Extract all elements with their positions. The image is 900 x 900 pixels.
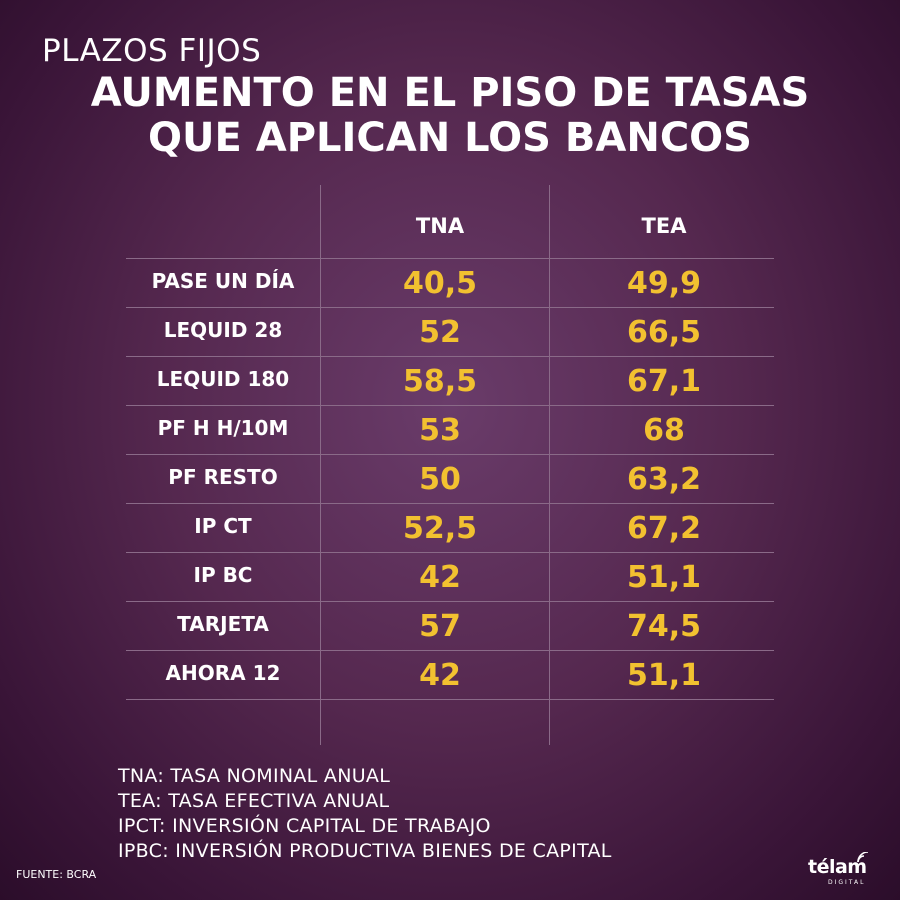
tea-value: 68 (643, 413, 685, 448)
row-separator (126, 405, 774, 406)
tna-value: 42 (419, 658, 461, 693)
row-label: AHORA 12 (165, 661, 281, 685)
column-header-tna: TNA (415, 214, 465, 238)
tna-value: 42 (419, 560, 461, 595)
row-label: PF H H/10M (157, 416, 289, 440)
logo-subtitle: DIGITAL (828, 879, 866, 886)
tna-value: 40,5 (402, 266, 478, 301)
column-divider-1 (320, 185, 321, 745)
tea-value: 49,9 (626, 266, 702, 301)
tna-value: 52,5 (402, 511, 478, 546)
tna-value: 58,5 (402, 364, 478, 399)
signal-icon (857, 852, 869, 863)
legend-ipct: IPCT: INVERSIÓN CAPITAL DE TRABAJO (118, 815, 491, 837)
row-label: IP CT (194, 514, 252, 538)
tea-value: 67,2 (626, 511, 702, 546)
tea-value: 74,5 (626, 609, 702, 644)
tea-value: 63,2 (626, 462, 702, 497)
tea-value: 67,1 (626, 364, 702, 399)
tna-value: 57 (419, 609, 461, 644)
row-separator (126, 650, 774, 651)
row-label: PASE UN DÍA (151, 269, 295, 293)
row-separator (126, 699, 774, 700)
row-label: LEQUID 28 (163, 318, 283, 342)
logo-wordmark: télam (808, 856, 867, 878)
tea-value: 51,1 (626, 560, 702, 595)
row-separator (126, 601, 774, 602)
tea-value: 66,5 (626, 315, 702, 350)
row-separator (126, 356, 774, 357)
tea-value: 51,1 (626, 658, 702, 693)
row-label: IP BC (193, 563, 253, 587)
row-separator (126, 552, 774, 553)
source-note: FUENTE: BCRA (16, 868, 97, 881)
row-label: LEQUID 180 (156, 367, 290, 391)
tna-value: 53 (419, 413, 461, 448)
row-label: TARJETA (177, 612, 269, 636)
row-separator (126, 503, 774, 504)
page-title-line-1: AUMENTO EN EL PISO DE TASAS (90, 70, 810, 116)
row-separator (126, 307, 774, 308)
legend-tna: TNA: TASA NOMINAL ANUAL (118, 765, 391, 787)
legend-tea: TEA: TASA EFECTIVA ANUAL (118, 790, 390, 812)
row-label: PF RESTO (168, 465, 278, 489)
row-separator (126, 454, 774, 455)
tna-value: 52 (419, 315, 461, 350)
column-header-tea: TEA (641, 214, 687, 238)
tna-value: 50 (419, 462, 461, 497)
page-title-line-2: QUE APLICAN LOS BANCOS (148, 115, 752, 161)
telam-logo: télam DIGITAL (808, 852, 878, 886)
legend-ipbc: IPBC: INVERSIÓN PRODUCTIVA BIENES DE CAP… (118, 840, 612, 862)
kicker-text: PLAZOS FIJOS (42, 33, 262, 69)
row-separator (126, 258, 774, 259)
